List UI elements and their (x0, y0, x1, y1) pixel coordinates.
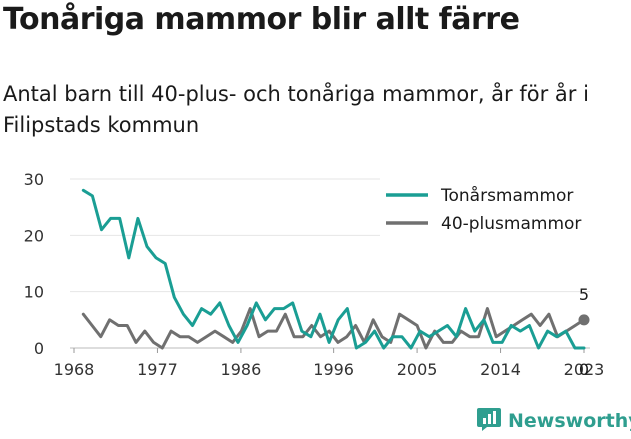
series-lines (81, 188, 586, 350)
x-tick-label: 1968 (54, 360, 95, 379)
series-line-40-plusmammor (81, 307, 586, 350)
x-tick-label: 2023 (564, 360, 605, 379)
newsworthy-logo: Newsworthy (477, 406, 631, 436)
end-marker-40-plusmammor (578, 314, 590, 326)
legend-label: Tonårsmammor (440, 185, 573, 206)
end-label-tonarsmammor: 0 (579, 360, 589, 379)
x-tick-label: 1986 (221, 360, 262, 379)
chart-title: Tonåriga mammor blir allt färre (3, 2, 520, 37)
y-tick-label: 30 (24, 170, 44, 189)
y-tick-label: 20 (24, 226, 44, 245)
x-axis-ticks: 1968 1977 1986 1996 2005 2014 2023 (54, 348, 605, 379)
y-tick-label: 10 (24, 283, 44, 302)
x-tick-label: 1996 (313, 360, 354, 379)
chart-subtitle: Antal barn till 40-plus- och tonåriga ma… (3, 82, 589, 137)
end-label-40-plusmammor: 5 (579, 285, 589, 304)
x-tick-label: 2014 (480, 360, 521, 379)
brand-name: Newsworthy (508, 410, 631, 432)
y-tick-label: 0 (34, 339, 44, 358)
x-tick-label: 2005 (397, 360, 438, 379)
legend-label: 40-plusmammor (441, 214, 581, 234)
x-tick-label: 1977 (137, 360, 178, 379)
y-axis-ticks: 0 10 20 30 (24, 170, 44, 358)
series-line-tonarsmammor (81, 188, 586, 350)
legend-background (380, 176, 596, 238)
legend: Tonårsmammor 40-plusmammor (380, 176, 596, 238)
newsworthy-icon (477, 406, 501, 436)
end-markers: 50 (578, 285, 590, 379)
